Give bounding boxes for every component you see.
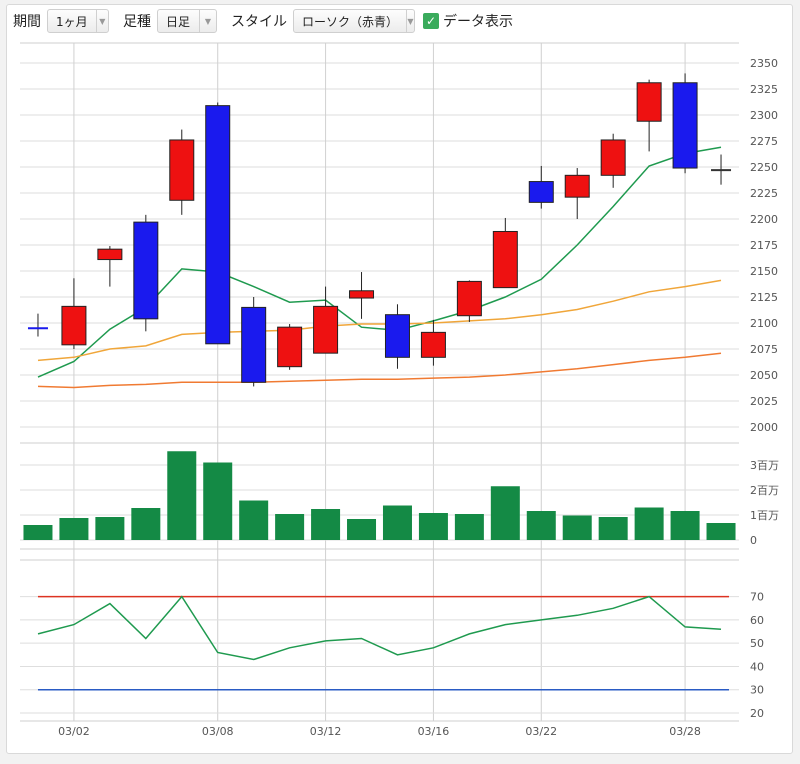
foot-type-select[interactable]: 日足 ▼ (157, 9, 217, 33)
axis-labels: 2000202520502075210021252150217522002225… (58, 57, 779, 738)
price-tick-label: 2350 (750, 57, 778, 70)
foot-type-label: 足種 (123, 14, 151, 30)
candle-body (349, 290, 375, 299)
style-label: スタイル (231, 14, 287, 30)
price-tick-label: 2100 (750, 317, 778, 330)
oscillator-tick-label: 50 (750, 637, 764, 650)
oscillator (37, 595, 729, 691)
volume-bar (562, 515, 592, 540)
volume-bar (239, 500, 269, 540)
candle-body (492, 230, 518, 289)
volume-bar (382, 505, 412, 540)
candle-body (528, 181, 554, 203)
data-display-label[interactable]: データ表示 (443, 14, 513, 30)
price-tick-label: 2000 (750, 421, 778, 434)
volume-tick-label: 0 (750, 534, 757, 547)
price-tick-label: 2275 (750, 135, 778, 148)
date-tick-label: 03/16 (418, 725, 450, 738)
chevron-down-icon: ▼ (95, 10, 108, 32)
chevron-down-icon: ▼ (406, 10, 414, 32)
price-tick-label: 2025 (750, 395, 778, 408)
volume-bar (454, 514, 484, 540)
candle-body (384, 314, 410, 358)
price-tick-label: 2050 (750, 369, 778, 382)
volume-bars (23, 451, 736, 540)
mid-moving-average-line (37, 279, 722, 362)
volume-bar (347, 519, 377, 540)
price-tick-label: 2250 (750, 161, 778, 174)
data-display-checkbox[interactable]: ✓ (423, 13, 439, 29)
volume-bar (311, 509, 341, 540)
price-tick-label: 2175 (750, 239, 778, 252)
chart-frame: 期間 1ヶ月 ▼ 足種 日足 ▼ スタイル ローソク（赤青） ▼ ✓ データ表示… (6, 4, 793, 754)
style-select-value: ローソク（赤青） (302, 14, 399, 29)
price-tick-label: 2325 (750, 83, 778, 96)
volume-bar (634, 507, 664, 540)
date-tick-label: 03/28 (669, 725, 701, 738)
volume-bar (275, 514, 305, 540)
date-tick-label: 03/08 (202, 725, 234, 738)
volume-bar (490, 486, 520, 540)
candle-body (600, 139, 626, 176)
volume-bar (670, 511, 700, 540)
candle-body (456, 280, 482, 317)
volume-bar (131, 508, 161, 540)
grid (20, 42, 739, 722)
candle-body (564, 174, 590, 198)
candle-body (277, 326, 303, 368)
oscillator-tick-label: 60 (750, 614, 764, 627)
period-select[interactable]: 1ヶ月 ▼ (47, 9, 109, 33)
volume-bar (59, 518, 89, 540)
date-tick-label: 03/02 (58, 725, 90, 738)
volume-bar (598, 517, 628, 540)
date-tick-label: 03/12 (310, 725, 342, 738)
volume-tick-label: 1百万 (750, 509, 779, 522)
volume-bar (418, 513, 448, 540)
candle-body (205, 105, 231, 345)
volume-bar (526, 511, 556, 540)
candle-body (313, 305, 339, 354)
oscillator-tick-label: 30 (750, 684, 764, 697)
candle-body (133, 221, 159, 320)
volume-bar (203, 462, 233, 540)
candle-body (169, 139, 195, 201)
candle-body (61, 305, 87, 346)
period-label: 期間 (13, 14, 41, 30)
oscillator-tick-label: 20 (750, 707, 764, 720)
volume-bar (95, 517, 125, 540)
long-moving-average-line (37, 352, 722, 389)
checkmark-icon: ✓ (425, 14, 437, 28)
candlesticks (27, 73, 732, 387)
price-tick-label: 2150 (750, 265, 778, 278)
price-tick-label: 2125 (750, 291, 778, 304)
candle-body (241, 306, 267, 383)
stock-chart[interactable]: 2000202520502075210021252150217522002225… (7, 5, 792, 753)
candle-body (672, 82, 698, 169)
volume-tick-label: 2百万 (750, 484, 779, 497)
candle-body (420, 331, 446, 358)
period-select-value: 1ヶ月 (56, 14, 88, 29)
chevron-down-icon: ▼ (199, 10, 216, 32)
candle-body (636, 82, 662, 122)
price-tick-label: 2200 (750, 213, 778, 226)
volume-bar (167, 451, 197, 540)
price-tick-label: 2075 (750, 343, 778, 356)
oscillator-tick-label: 40 (750, 660, 764, 673)
volume-bar (23, 525, 53, 540)
style-select[interactable]: ローソク（赤青） ▼ (293, 9, 415, 33)
candle-body (97, 248, 123, 261)
foot-type-select-value: 日足 (166, 14, 191, 29)
oscillator-line (37, 595, 722, 661)
price-tick-label: 2300 (750, 109, 778, 122)
volume-bar (706, 523, 736, 540)
oscillator-tick-label: 70 (750, 591, 764, 604)
chart-toolbar: 期間 1ヶ月 ▼ 足種 日足 ▼ スタイル ローソク（赤青） ▼ ✓ データ表示 (7, 5, 792, 37)
price-tick-label: 2225 (750, 187, 778, 200)
date-tick-label: 03/22 (525, 725, 557, 738)
volume-tick-label: 3百万 (750, 459, 779, 472)
